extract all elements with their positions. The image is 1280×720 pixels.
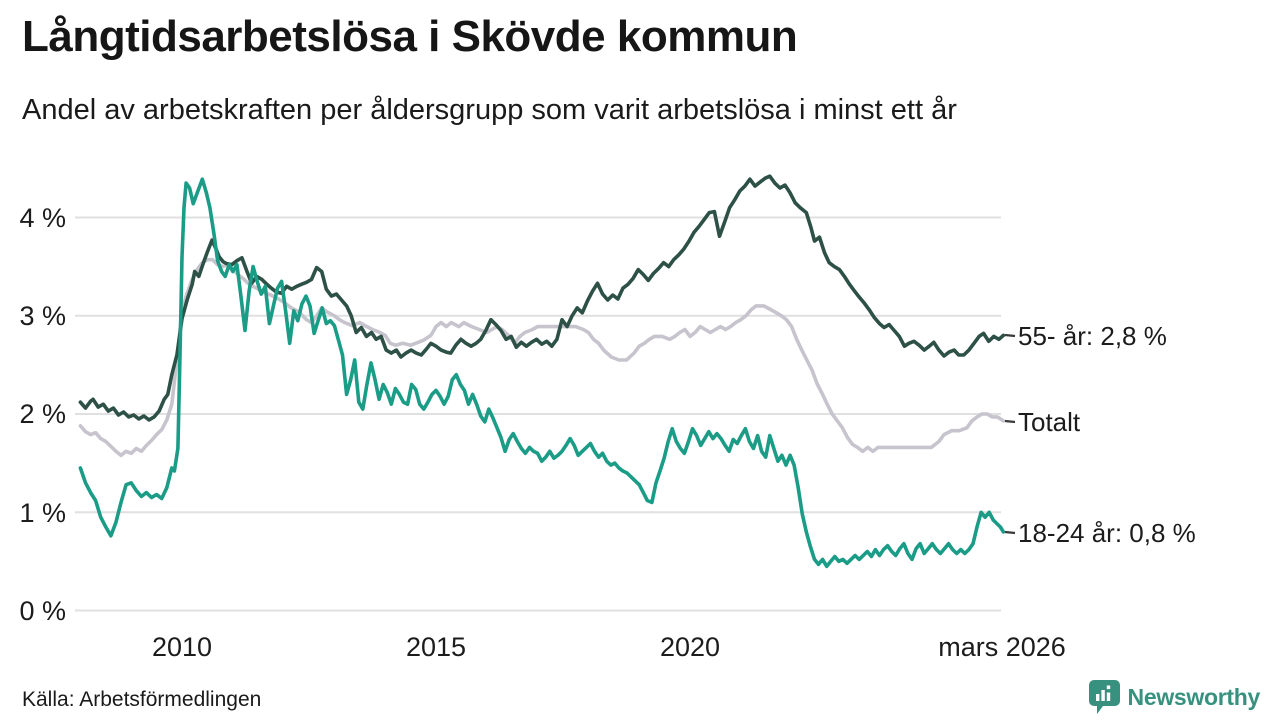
end-label-connectors: [1004, 333, 1016, 535]
y-tick-2: 2 %: [19, 399, 66, 429]
series-label-55: 55- år: 2,8 %: [1018, 321, 1167, 351]
connector-18-24: [1004, 530, 1016, 535]
chart-subtitle: Andel av arbetskraften per åldersgrupp s…: [22, 94, 957, 126]
y-tick-4: 4 %: [19, 203, 66, 233]
y-axis-labels: 0 % 1 % 2 % 3 % 4 %: [19, 203, 66, 626]
series-label-totalt: Totalt: [1018, 407, 1081, 437]
end-labels: 55- år: 2,8 % Totalt 18-24 år: 0,8 %: [1018, 321, 1196, 548]
series-line-18-24 år: [78, 177, 1006, 569]
x-tick-2020: 2020: [660, 632, 720, 662]
y-tick-0: 0 %: [19, 596, 66, 626]
x-tick-2015: 2015: [406, 632, 466, 662]
connector-55: [1004, 333, 1016, 338]
x-tick-mars-2026: mars 2026: [938, 632, 1066, 662]
connector-totalt: [1004, 419, 1016, 424]
source-attribution: Källa: Arbetsförmedlingen: [22, 688, 262, 711]
x-tick-2010: 2010: [152, 632, 212, 662]
newsworthy-logo: Newsworthy: [1088, 680, 1261, 714]
y-tick-1: 1 %: [19, 498, 66, 528]
gridlines: [75, 216, 1001, 612]
page-title: Långtidsarbetslösa i Skövde kommun: [22, 12, 798, 61]
series-line-Totalt: [78, 257, 1006, 458]
newsworthy-bubble-chart-icon: [1088, 680, 1120, 714]
series-line-55- år: [78, 174, 1006, 422]
series-lines: [78, 174, 1006, 569]
y-tick-3: 3 %: [19, 301, 66, 331]
x-axis-labels: 2010 2015 2020 mars 2026: [152, 632, 1066, 662]
newsworthy-wordmark: Newsworthy: [1127, 683, 1261, 710]
series-label-18-24: 18-24 år: 0,8 %: [1018, 518, 1196, 548]
